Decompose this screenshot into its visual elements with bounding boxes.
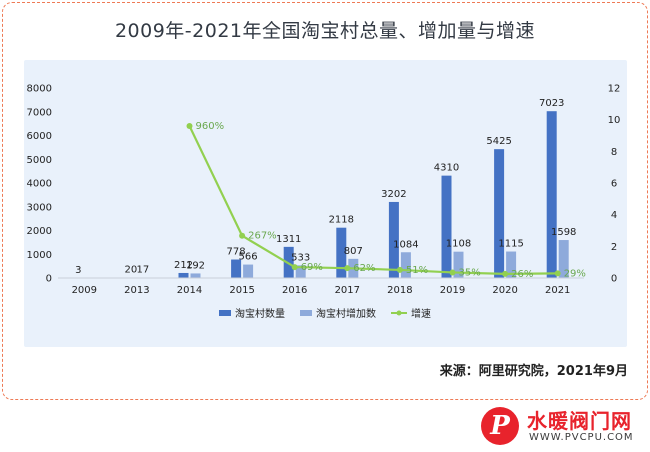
y-right-tick-label: 4 — [611, 210, 617, 221]
y-left-tick-label: 0 — [46, 274, 52, 285]
legend-marker — [396, 310, 402, 316]
x-tick-label: 2017 — [335, 285, 360, 296]
data-label-total: 3202 — [381, 189, 406, 200]
data-label-total: 5425 — [486, 136, 511, 147]
y-left-tick-label: 5000 — [27, 155, 52, 166]
y-left-tick-label: 1000 — [27, 250, 52, 261]
x-tick-label: 2013 — [124, 285, 149, 296]
bar-total — [178, 272, 189, 278]
y-right-tick-label: 0 — [611, 274, 617, 285]
growth-line-path — [188, 125, 558, 275]
legend-label: 淘宝村数量 — [235, 307, 285, 320]
growth-point — [344, 265, 351, 272]
bar-total — [336, 227, 347, 278]
bar-added — [400, 252, 411, 278]
x-tick-label: 2018 — [387, 285, 412, 296]
y-right-tick-label: 12 — [608, 84, 621, 95]
logo-name: 水暖阀门网 — [527, 409, 632, 433]
data-label-added: 1598 — [551, 227, 576, 238]
logo-url: WWW.PVCPU.COM — [529, 432, 634, 443]
legend-swatch — [219, 310, 231, 316]
data-label-total: 2118 — [329, 215, 354, 226]
data-label-added: 1084 — [393, 239, 418, 250]
legend-label: 淘宝村增加数 — [316, 307, 376, 320]
chart-panel — [24, 60, 627, 347]
y-left-tick-label: 7000 — [27, 107, 52, 118]
chart-title: 2009年-2021年全国淘宝村总量、增加量与增速 — [114, 20, 536, 42]
growth-point — [449, 269, 456, 276]
bar-total — [231, 259, 242, 278]
data-label-added: 533 — [291, 252, 310, 263]
data-label-added: 17 — [137, 265, 150, 276]
data-label-added: 192 — [186, 260, 205, 271]
data-label-added: 566 — [239, 252, 258, 263]
watermark-logo: P 水暖阀门网 WWW.PVCPU.COM — [475, 404, 650, 452]
y-right-tick-label: 2 — [611, 242, 617, 253]
y-left-tick-label: 4000 — [27, 179, 52, 190]
bar-added — [506, 251, 517, 278]
x-tick-label: 2019 — [440, 285, 465, 296]
data-label-added: 1115 — [498, 239, 523, 250]
y-axis-right: 0 2 4 6 8 10 12 — [608, 84, 621, 285]
growth-point — [396, 266, 403, 273]
y-left-tick-label: 2000 — [27, 226, 52, 237]
x-tick-label: 2014 — [177, 285, 202, 296]
data-label-added: 1108 — [446, 239, 471, 250]
growth-point — [291, 264, 298, 271]
x-tick-label: 2021 — [545, 285, 570, 296]
x-tick-label: 2015 — [229, 285, 254, 296]
y-right-tick-label: 10 — [608, 115, 621, 126]
growth-label: 69% — [301, 262, 323, 273]
bar-total — [441, 175, 452, 278]
bar-total — [494, 149, 505, 278]
chart: 0 1000 2000 3000 4000 5000 6000 7000 8000 0 2 4 6 8 1… — [27, 84, 621, 321]
legend: 淘宝村数量 淘宝村增加数 增速 — [219, 307, 431, 320]
growth-point — [239, 232, 246, 239]
data-label-added: 807 — [344, 246, 363, 257]
x-tick-label: 2016 — [282, 285, 307, 296]
y-right-tick-label: 8 — [611, 147, 617, 158]
bar-added — [295, 265, 306, 278]
legend-swatch — [300, 310, 312, 316]
growth-point — [186, 123, 193, 129]
data-label-total: 3 — [75, 265, 81, 276]
y-left-tick-label: 3000 — [27, 202, 52, 213]
data-label-total: 212 — [174, 260, 193, 271]
growth-point — [554, 270, 561, 277]
data-label-total: 1311 — [276, 234, 301, 245]
bar-added — [243, 264, 254, 278]
x-axis: 2009 2013 2014 2015 2016 2017 2018 2019 2020 2021 — [58, 277, 584, 296]
bar-added — [453, 251, 464, 278]
growth-label: 51% — [406, 265, 428, 276]
y-left-tick-label: 8000 — [27, 84, 52, 95]
y-axis-left: 0 1000 2000 3000 4000 5000 6000 7000 8000 — [27, 84, 52, 285]
bar-added — [190, 273, 201, 278]
data-label-total: 4310 — [434, 163, 459, 174]
x-tick-label: 2009 — [72, 285, 97, 296]
bar-total — [388, 201, 399, 278]
data-label-total: 20 — [125, 265, 138, 276]
data-label-total: 7023 — [539, 98, 564, 109]
growth-label: 960% — [196, 121, 225, 132]
source-note: 来源：阿里研究院，2021年9月 — [439, 364, 628, 379]
bar-added — [558, 240, 569, 278]
data-label-total: 778 — [227, 247, 246, 258]
legend-label: 增速 — [411, 307, 431, 320]
growth-label: 35% — [459, 267, 481, 278]
y-right-tick-label: 6 — [611, 179, 617, 190]
growth-label: 29% — [564, 268, 586, 279]
logo-mark: P — [481, 407, 519, 445]
growth-label: 267% — [248, 231, 277, 242]
y-left-tick-label: 6000 — [27, 131, 52, 142]
x-tick-label: 2020 — [492, 285, 517, 296]
growth-point — [502, 270, 509, 277]
growth-line: 960% 267% 69% 62% 51% 35% 26% 29% — [186, 121, 586, 280]
bar-total — [546, 111, 557, 278]
growth-label: 62% — [353, 263, 375, 274]
growth-label: 26% — [511, 269, 533, 280]
